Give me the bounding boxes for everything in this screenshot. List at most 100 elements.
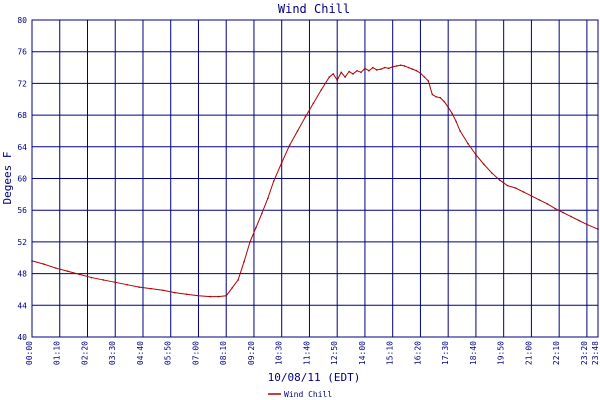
data-point: [419, 72, 422, 74]
data-point: [379, 68, 382, 70]
data-point: [439, 96, 442, 99]
data-point: [304, 115, 307, 118]
data-point: [352, 73, 354, 75]
data-point: [161, 289, 164, 292]
x-tick-label: 04:40: [136, 341, 145, 365]
data-point: [554, 207, 556, 210]
data-point: [435, 96, 438, 98]
data-point: [237, 279, 239, 281]
data-point: [451, 112, 453, 115]
data-point: [490, 172, 493, 174]
x-tick-label: 03:30: [108, 341, 117, 365]
data-point: [455, 120, 457, 123]
data-point: [506, 184, 509, 187]
x-tick-label: 23:48: [591, 341, 600, 365]
data-point: [267, 197, 269, 200]
data-point: [383, 66, 386, 69]
data-point: [447, 106, 449, 108]
series-line-wind-chill: [31, 64, 599, 298]
x-tick-label: 18:40: [469, 341, 478, 365]
data-point: [538, 199, 541, 201]
chart-grid: [32, 20, 598, 337]
data-point: [332, 73, 335, 75]
x-tick-label: 14:00: [358, 341, 367, 365]
data-point: [90, 276, 93, 279]
data-point: [360, 71, 362, 74]
data-point: [364, 67, 366, 70]
x-tick-label: 05:50: [164, 341, 173, 365]
data-point: [336, 79, 338, 82]
data-point: [280, 161, 283, 164]
data-point: [498, 179, 501, 181]
x-tick-label: 22:10: [552, 341, 561, 365]
x-tick-label: 08:10: [219, 341, 228, 365]
x-tick-label: 21:00: [524, 341, 533, 365]
data-point: [340, 71, 342, 74]
x-tick-label: 02:20: [80, 341, 89, 365]
data-point: [530, 195, 533, 197]
y-tick-label: 52: [17, 238, 27, 247]
series-points: [31, 64, 599, 298]
data-point: [467, 142, 469, 145]
data-point: [43, 263, 45, 265]
x-tick-label: 12:50: [330, 341, 339, 365]
data-point: [225, 294, 228, 297]
y-tick-label: 76: [17, 48, 27, 57]
chart-title: Wind Chill: [278, 2, 350, 16]
data-point: [376, 69, 378, 71]
legend: Wind Chill: [268, 390, 332, 399]
data-point: [407, 66, 410, 69]
y-tick-label: 68: [17, 111, 27, 120]
data-point: [399, 64, 402, 66]
data-point: [431, 93, 434, 96]
data-point: [150, 287, 152, 290]
data-point: [328, 76, 331, 78]
x-tick-label: 01:10: [53, 341, 62, 365]
data-point: [395, 65, 398, 67]
data-point: [387, 67, 390, 70]
data-point: [475, 153, 477, 156]
data-point: [114, 281, 117, 284]
data-point: [255, 226, 257, 229]
data-point: [185, 293, 188, 296]
data-point: [372, 66, 374, 69]
x-tick-label: 23:20: [580, 341, 589, 365]
y-axis-ticks: 40 44 48 52 56 60 64 68 72 76 80: [17, 16, 27, 342]
data-point: [138, 286, 140, 288]
data-point: [368, 69, 370, 72]
data-point: [411, 68, 414, 70]
x-tick-label: 17:30: [441, 341, 450, 365]
data-point: [570, 215, 572, 218]
data-point: [586, 223, 588, 226]
x-tick-label: 09:20: [247, 341, 256, 365]
data-point: [217, 295, 220, 298]
x-axis-label: 10/08/11 (EDT): [268, 371, 361, 384]
x-tick-label: 16:20: [413, 341, 422, 365]
data-point: [102, 279, 105, 281]
legend-label: Wind Chill: [284, 390, 332, 399]
x-tick-label: 07:00: [191, 341, 200, 365]
data-point: [423, 76, 426, 78]
data-point: [320, 88, 323, 91]
data-point: [522, 191, 525, 193]
data-point: [356, 69, 358, 72]
y-tick-label: 64: [17, 143, 27, 152]
x-tick-label: 11:40: [302, 341, 311, 365]
data-point: [272, 180, 275, 182]
data-point: [403, 65, 406, 67]
data-point: [173, 291, 176, 294]
x-tick-label: 19:50: [497, 341, 506, 365]
plot-frame: [31, 19, 599, 338]
data-point: [296, 130, 299, 132]
data-point: [344, 76, 346, 78]
data-point: [261, 212, 263, 215]
y-tick-label: 48: [17, 270, 27, 279]
y-tick-label: 80: [17, 16, 27, 25]
y-tick-label: 72: [17, 79, 27, 88]
y-tick-label: 44: [17, 301, 27, 310]
x-axis-ticks: 00:00 01:10 02:20 03:30 04:40 05:50 07:00 08:10…: [25, 341, 600, 365]
y-tick-label: 40: [17, 333, 27, 342]
y-tick-label: 60: [17, 175, 27, 184]
data-point: [562, 211, 564, 214]
